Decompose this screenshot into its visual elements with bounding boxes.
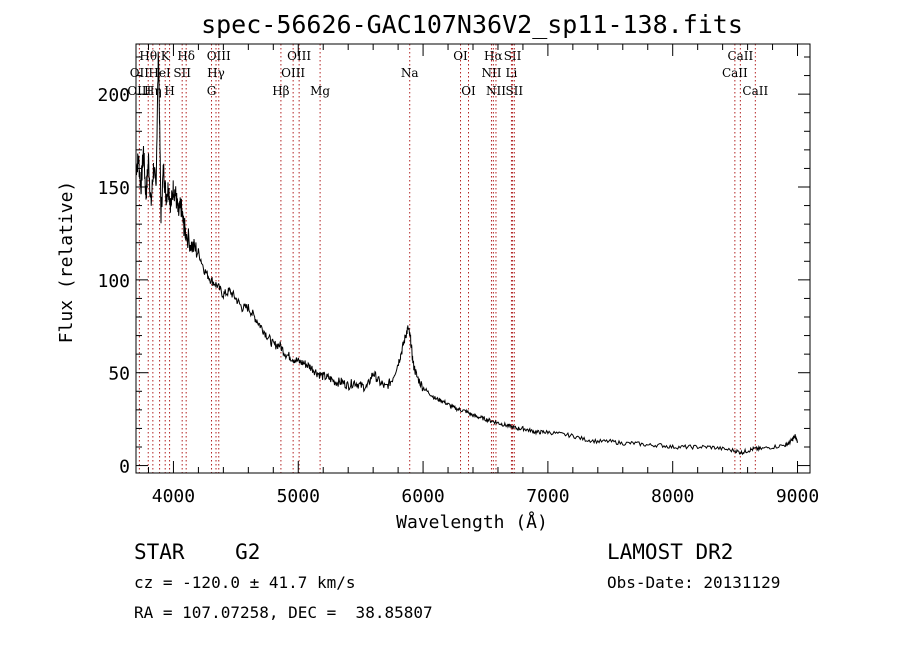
line-label: SII xyxy=(504,49,522,63)
line-label: Mg xyxy=(310,84,330,98)
line-label: OI xyxy=(453,49,468,63)
plot-frame xyxy=(135,43,811,474)
x-tick-label: 8000 xyxy=(651,486,694,507)
line-label: OIII xyxy=(281,66,305,80)
x-tick-label: 6000 xyxy=(401,486,444,507)
y-tick-label: 200 xyxy=(97,85,130,106)
line-label: Hα xyxy=(484,49,503,63)
x-tick-label: 7000 xyxy=(526,486,569,507)
spectrum-line xyxy=(135,51,798,456)
line-label: OIII xyxy=(207,49,231,63)
line-label: SII xyxy=(505,84,523,98)
line-label: CaII xyxy=(727,49,753,63)
y-axis-label: Flux (relative) xyxy=(56,181,77,344)
y-tick-label: 150 xyxy=(97,178,130,199)
chart-title: spec-56626-GAC107N36V2_sp11-138.fits xyxy=(201,10,743,39)
y-tick-label: 50 xyxy=(108,364,130,385)
line-label: Li xyxy=(506,66,518,80)
line-label: CaII xyxy=(742,84,768,98)
line-label: Hβ xyxy=(272,84,289,98)
line-label: G xyxy=(207,84,217,98)
x-axis-label: Wavelength (Å) xyxy=(396,511,548,533)
line-label: Hθ xyxy=(139,49,157,63)
line-label: OI xyxy=(461,84,476,98)
x-tick-label: 4000 xyxy=(152,486,195,507)
line-label: OII xyxy=(130,66,150,80)
line-label: NII xyxy=(486,84,506,98)
y-tick-label: 0 xyxy=(119,457,130,478)
spectrum-series xyxy=(135,51,798,456)
observation-date: Obs-Date: 20131129 xyxy=(607,573,781,592)
line-label: CaII xyxy=(722,66,748,80)
line-label: K xyxy=(161,49,171,63)
redshift-velocity: cz = -120.0 ± 41.7 km/s xyxy=(134,573,356,592)
line-label: SII xyxy=(173,66,191,80)
line-label: NII xyxy=(481,66,501,80)
line-label: Hγ xyxy=(207,66,225,80)
line-label: OIII xyxy=(287,49,311,63)
line-label: HeI xyxy=(148,66,171,80)
x-tick-label: 9000 xyxy=(776,486,819,507)
line-label: H xyxy=(164,84,174,98)
y-axis: 0 50 100 150 200 xyxy=(97,56,810,478)
survey-name: LAMOST DR2 xyxy=(607,540,734,564)
line-label: Hδ xyxy=(177,49,195,63)
coordinates: RA = 107.07258, DEC = 38.85807 xyxy=(134,603,433,622)
object-class: STAR G2 xyxy=(134,540,261,564)
x-tick-label: 5000 xyxy=(277,486,320,507)
y-tick-label: 100 xyxy=(97,271,130,292)
x-axis: 4000 5000 6000 7000 8000 9000 xyxy=(147,44,819,507)
line-label: Na xyxy=(401,66,419,80)
